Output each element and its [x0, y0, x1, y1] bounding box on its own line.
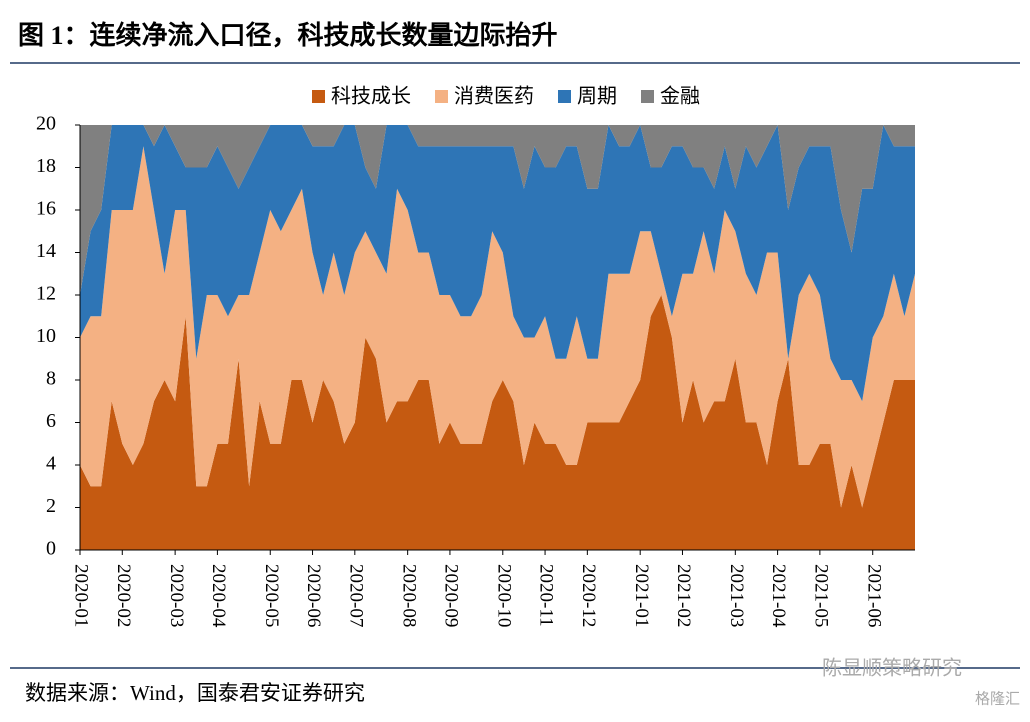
- x-tick-label: 2020-08: [398, 564, 419, 627]
- legend-label: 消费医药: [454, 85, 534, 108]
- x-tick-label: 2020-06: [303, 564, 324, 627]
- x-tick-label: 2020-12: [578, 564, 599, 627]
- x-tick-label: 2021-05: [811, 564, 832, 627]
- legend: 科技成长 消费医药 周期 金融: [312, 85, 700, 108]
- legend-label: 周期: [577, 86, 617, 108]
- y-tick-label: 6: [46, 410, 56, 432]
- legend-label: 科技成长: [331, 85, 411, 108]
- x-tick-label: 2020-01: [71, 564, 92, 627]
- legend-swatch: [558, 90, 571, 103]
- legend-label: 金融: [660, 85, 700, 108]
- area: [80, 125, 915, 402]
- watermark-logo: 格隆汇: [975, 690, 1020, 707]
- x-tick-label: 2020-03: [166, 564, 187, 627]
- x-tick-label: 2021-01: [631, 564, 652, 627]
- x-tick-label: 2020-02: [113, 564, 134, 627]
- x-tick-label: 2021-03: [726, 564, 747, 627]
- plot-area: 0 2 4 6 8 10 12 14 16 18 20 2020-01 2020-02 2020-03 20…: [36, 113, 915, 628]
- y-tick-label: 14: [36, 240, 56, 262]
- area: [80, 295, 915, 550]
- source-note: 数据来源：Wind，国泰君安证券研究: [25, 681, 365, 705]
- x-tick-label: 2020-10: [493, 564, 514, 627]
- watermark: 陈显顺策略研究: [822, 657, 962, 680]
- x-tick-label: 2020-11: [536, 564, 557, 627]
- y-tick-label: 0: [46, 538, 56, 560]
- x-tick-label: 2021-02: [673, 564, 694, 627]
- legend-swatch: [641, 90, 654, 103]
- y-tick-label: 8: [46, 368, 56, 390]
- x-tick-label: 2020-09: [441, 564, 462, 627]
- x-tick-label: 2020-04: [208, 564, 229, 628]
- y-tick-label: 12: [36, 283, 56, 305]
- x-tick-label: 2020-07: [345, 564, 366, 627]
- area: [80, 146, 915, 508]
- y-tick-label: 4: [46, 453, 56, 475]
- x-tick-label: 2021-06: [863, 564, 884, 627]
- y-tick-label: 18: [36, 155, 56, 177]
- legend-swatch: [435, 90, 448, 103]
- y-tick-label: 2: [46, 495, 56, 517]
- chart-title: 图 1：连续净流入口径，科技成长数量边际抬升: [18, 20, 558, 50]
- area: [80, 125, 915, 295]
- x-tick-label: 2020-05: [261, 564, 282, 627]
- y-tick-label: 16: [36, 198, 56, 220]
- legend-swatch: [312, 90, 325, 103]
- y-tick-label: 20: [36, 113, 56, 135]
- y-tick-label: 10: [36, 325, 56, 347]
- x-tick-label: 2021-04: [768, 564, 789, 628]
